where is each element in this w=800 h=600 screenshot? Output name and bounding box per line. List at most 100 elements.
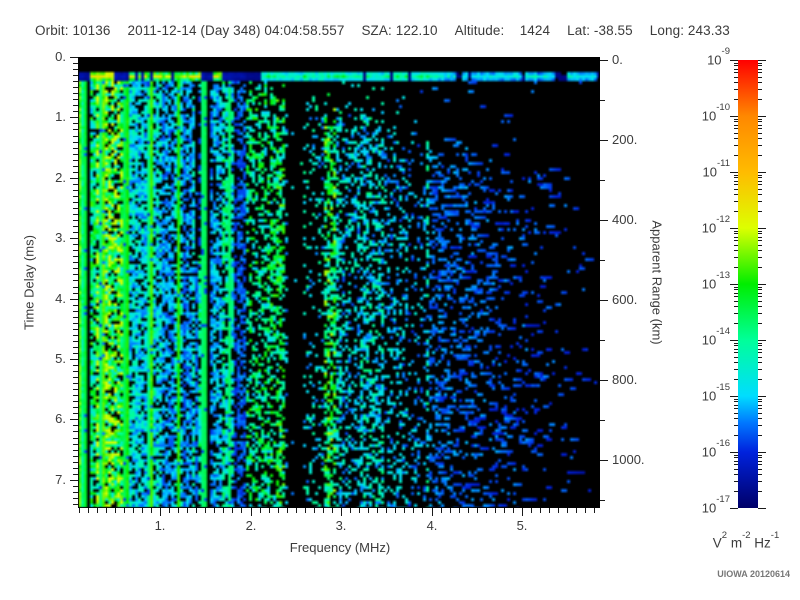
- frequency-minor-tick: [486, 508, 487, 513]
- colorbar-minor-tick: [758, 455, 762, 456]
- colorbar-minor-tick: [734, 413, 738, 414]
- colorbar-minor-tick: [758, 352, 762, 353]
- range-tick-label: 400.: [612, 212, 638, 227]
- time-delay-minor-tick: [73, 413, 78, 414]
- time-delay-minor-tick: [73, 377, 78, 378]
- colorbar-minor-tick: [734, 69, 738, 70]
- colorbar-minor-tick: [758, 233, 762, 234]
- colorbar-minor-tick: [734, 181, 738, 182]
- frequency-minor-tick: [477, 508, 478, 513]
- frequency-minor-tick: [332, 508, 333, 513]
- time-delay-minor-tick: [73, 305, 78, 306]
- time-delay-minor-tick: [73, 166, 78, 167]
- colorbar-unit-label: V2 m-2 Hz-1: [694, 530, 798, 551]
- time-delay-minor-tick: [73, 105, 78, 106]
- frequency-minor-tick: [350, 508, 351, 513]
- time-delay-minor-tick: [73, 208, 78, 209]
- time-delay-minor-tick: [73, 287, 78, 288]
- range-minor-tick: [600, 460, 605, 461]
- time-delay-minor-tick: [73, 498, 78, 499]
- frequency-minor-tick: [169, 508, 170, 513]
- time-delay-minor-tick: [73, 280, 78, 281]
- time-delay-minor-tick: [73, 238, 78, 239]
- range-tick-label: 200.: [612, 132, 638, 147]
- colorbar-minor-tick: [758, 481, 762, 482]
- range-minor-tick: [600, 340, 605, 341]
- time-delay-minor-tick: [73, 419, 78, 420]
- frequency-minor-tick: [585, 508, 586, 513]
- colorbar-minor-tick: [734, 418, 738, 419]
- time-delay-minor-tick: [73, 365, 78, 366]
- colorbar-minor-tick: [758, 125, 762, 126]
- time-delay-tick-label: 4.: [55, 291, 66, 306]
- time-delay-minor-tick: [73, 486, 78, 487]
- time-delay-minor-tick: [73, 63, 78, 64]
- colorbar-minor-tick: [758, 323, 762, 324]
- colorbar-minor-tick: [734, 296, 738, 297]
- colorbar-major-tick: [730, 452, 738, 453]
- colorbar-minor-tick: [758, 63, 762, 64]
- frequency-minor-tick: [522, 508, 523, 513]
- time-delay-minor-tick: [73, 317, 78, 318]
- frequency-minor-tick: [241, 508, 242, 513]
- colorbar-minor-tick: [758, 301, 762, 302]
- unit-exponent: -2: [742, 530, 751, 541]
- colorbar-minor-tick: [734, 287, 738, 288]
- colorbar-major-tick: [758, 452, 766, 453]
- colorbar-major-tick: [730, 60, 738, 61]
- range-minor-tick: [600, 260, 605, 261]
- colorbar-minor-tick: [758, 362, 762, 363]
- frequency-minor-tick: [513, 508, 514, 513]
- colorbar-minor-tick: [758, 138, 762, 139]
- time-delay-minor-tick: [73, 444, 78, 445]
- colorbar-minor-tick: [734, 231, 738, 232]
- colorbar-major-tick: [730, 228, 738, 229]
- colorbar-minor-tick: [758, 418, 762, 419]
- time-delay-minor-tick: [73, 480, 78, 481]
- colorbar-minor-tick: [758, 201, 762, 202]
- colorbar-minor-tick: [758, 349, 762, 350]
- time-delay-tick-label: 6.: [55, 411, 66, 426]
- colorbar-minor-tick: [758, 464, 762, 465]
- time-delay-minor-tick: [73, 323, 78, 324]
- time-delay-minor-tick: [73, 232, 78, 233]
- colorbar-minor-tick: [758, 474, 762, 475]
- time-delay-minor-tick: [73, 123, 78, 124]
- time-delay-minor-tick: [73, 353, 78, 354]
- colorbar-minor-tick: [758, 296, 762, 297]
- colorbar-minor-tick: [734, 72, 738, 73]
- colorbar-minor-tick: [734, 379, 738, 380]
- colorbar-minor-tick: [758, 177, 762, 178]
- frequency-minor-tick: [232, 508, 233, 513]
- frequency-minor-tick: [567, 508, 568, 513]
- header-item: Long: 243.33: [649, 23, 730, 38]
- time-delay-minor-tick: [73, 335, 78, 336]
- frequency-minor-tick: [196, 508, 197, 513]
- colorbar-minor-tick: [758, 175, 762, 176]
- x-axis-title: Frequency (MHz): [289, 540, 391, 555]
- range-tick-label: 600.: [612, 292, 638, 307]
- watermark: UIOWA 20120614: [717, 569, 790, 579]
- frequency-minor-tick: [260, 508, 261, 513]
- frequency-minor-tick: [549, 508, 550, 513]
- colorbar-minor-tick: [734, 461, 738, 462]
- colorbar-minor-tick: [734, 469, 738, 470]
- frequency-minor-tick: [576, 508, 577, 513]
- colorbar-minor-tick: [758, 231, 762, 232]
- frequency-tick-label: 4.: [426, 518, 438, 533]
- time-delay-minor-tick: [73, 359, 78, 360]
- y-left-axis-title: Time Delay (ms): [21, 235, 37, 330]
- colorbar-minor-tick: [758, 267, 762, 268]
- time-delay-minor-tick: [73, 81, 78, 82]
- colorbar-minor-tick: [758, 357, 762, 358]
- colorbar-tick-label: 10-10: [701, 102, 730, 124]
- colorbar-minor-tick: [758, 435, 762, 436]
- colorbar-tick-label: 10-13: [701, 270, 730, 292]
- colorbar-major-tick: [730, 396, 738, 397]
- frequency-minor-tick: [287, 508, 288, 513]
- frequency-minor-tick: [223, 508, 224, 513]
- colorbar-minor-tick: [734, 362, 738, 363]
- colorbar-major-tick: [758, 172, 766, 173]
- frequency-tick-label: 1.: [154, 518, 166, 533]
